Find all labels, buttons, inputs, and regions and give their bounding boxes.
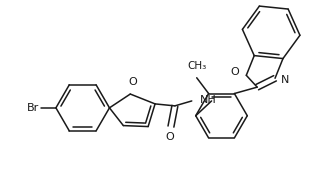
Text: O: O	[231, 67, 239, 77]
Text: O: O	[165, 133, 174, 142]
Text: O: O	[128, 77, 137, 87]
Text: NH: NH	[200, 95, 216, 105]
Text: Br: Br	[27, 103, 39, 113]
Text: N: N	[281, 75, 289, 85]
Text: CH₃: CH₃	[187, 61, 206, 71]
